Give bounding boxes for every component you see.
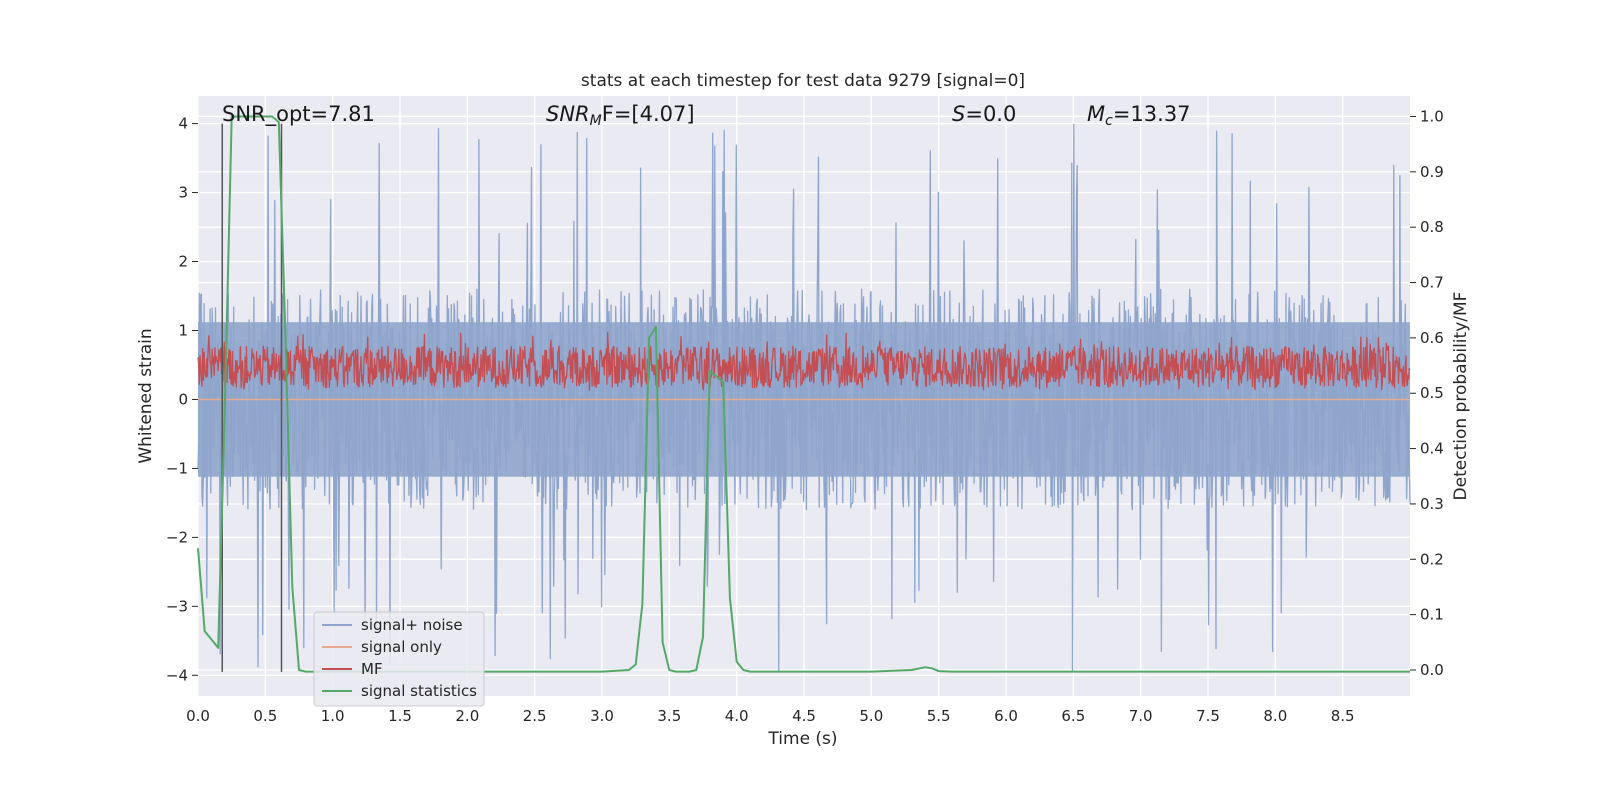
chart-title: stats at each timestep for test data 927… xyxy=(581,71,1025,91)
annotation-s-value: =0.0 xyxy=(965,102,1016,126)
annotation-s: S=0.0 xyxy=(952,102,1016,126)
y2-tick-label: 0.3 xyxy=(1420,495,1444,513)
y-tick-label: −3 xyxy=(166,597,188,615)
y2-tick-label: 0.6 xyxy=(1420,329,1444,347)
y2-tick-label: 0.5 xyxy=(1420,384,1444,402)
legend: signal+ noise signal only MF signal stat… xyxy=(314,612,484,706)
x-tick-label: 4.0 xyxy=(725,707,749,725)
x-tick-label: 6.5 xyxy=(1061,707,1085,725)
y-axis-ticks: −4 −3 −2 −1 0 1 2 3 4 xyxy=(166,115,198,685)
y-tick-label: −1 xyxy=(166,459,188,477)
y-tick-label: 1 xyxy=(178,321,188,339)
x-tick-label: 8.0 xyxy=(1263,707,1287,725)
y2-tick-label: 1.0 xyxy=(1420,107,1444,125)
x-tick-label: 2.0 xyxy=(455,707,479,725)
y2-tick-label: 0.2 xyxy=(1420,550,1444,568)
y-axis-label: Whitened strain xyxy=(136,328,156,463)
y-tick-label: −2 xyxy=(166,528,188,546)
annotation-s-symbol: S xyxy=(952,102,965,126)
y-tick-label: 2 xyxy=(178,253,188,271)
x-tick-label: 5.5 xyxy=(927,707,951,725)
x-tick-label: 7.5 xyxy=(1196,707,1220,725)
annotation-snr-mf-value: F=[4.07] xyxy=(602,102,695,126)
x-tick-label: 2.5 xyxy=(523,707,547,725)
x-tick-label: 1.5 xyxy=(388,707,412,725)
y2-axis-ticks: 0.0 0.1 0.2 0.3 0.4 0.5 0.6 0.7 0.8 0.9 1.0 xyxy=(1410,107,1444,679)
x-tick-label: 5.0 xyxy=(859,707,883,725)
x-tick-label: 6.0 xyxy=(994,707,1018,725)
x-axis-ticks: 0.0 0.5 1.0 1.5 2.0 2.5 3.0 3.5 4.0 4.5 5.0 5.5 6.0 6… xyxy=(186,707,1355,725)
x-tick-label: 3.0 xyxy=(590,707,614,725)
annotation-snr-mf-symbol: SNR xyxy=(546,102,590,126)
x-tick-label: 7.0 xyxy=(1129,707,1153,725)
x-tick-label: 3.5 xyxy=(657,707,681,725)
annotation-mc-symbol: M xyxy=(1087,102,1105,126)
x-tick-label: 0.0 xyxy=(186,707,210,725)
annotation-snr-mf: SNRMF=[4.07] xyxy=(546,102,695,129)
legend-label-signal-statistics: signal statistics xyxy=(361,682,477,700)
y-tick-label: 4 xyxy=(178,115,188,133)
annotation-snr-opt: SNR_opt=7.81 xyxy=(222,102,375,127)
y-tick-label: 3 xyxy=(178,184,188,202)
annotation-mc: Mc=13.37 xyxy=(1087,102,1191,129)
y2-tick-label: 0.1 xyxy=(1420,606,1444,624)
y2-tick-label: 0.7 xyxy=(1420,274,1444,292)
x-axis-label: Time (s) xyxy=(767,729,837,749)
y2-tick-label: 0.0 xyxy=(1420,661,1444,679)
annotation-mc-value: =13.37 xyxy=(1113,102,1191,126)
y-tick-label: 0 xyxy=(178,390,188,408)
annotation-snr-mf-subscript: M xyxy=(590,113,602,129)
y2-tick-label: 0.8 xyxy=(1420,218,1444,236)
x-tick-label: 4.5 xyxy=(792,707,816,725)
y-tick-label: −4 xyxy=(166,666,188,684)
y2-axis-label: Detection probability/MF xyxy=(1451,292,1471,501)
legend-label-mf: MF xyxy=(361,660,383,678)
x-tick-label: 1.0 xyxy=(321,707,345,725)
y2-tick-label: 0.4 xyxy=(1420,440,1444,458)
chart: stats at each timestep for test data 927… xyxy=(0,0,1600,800)
x-tick-label: 8.5 xyxy=(1331,707,1355,725)
legend-label-signal-only: signal only xyxy=(361,638,442,656)
x-tick-label: 0.5 xyxy=(253,707,277,725)
legend-label-signal-noise: signal+ noise xyxy=(361,616,463,634)
y2-tick-label: 0.9 xyxy=(1420,163,1444,181)
